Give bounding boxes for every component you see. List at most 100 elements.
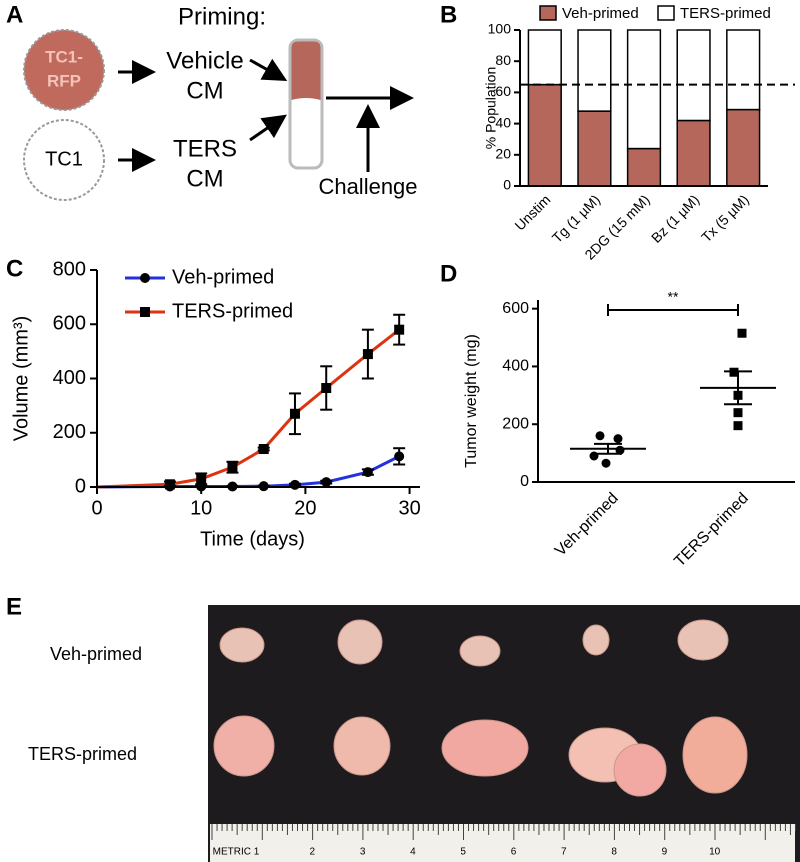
y-tick-label: 400 [502, 358, 529, 375]
ruler-label: 6 [511, 847, 517, 858]
marker [362, 349, 373, 360]
ruler-label: METRIC 1 [213, 847, 260, 858]
y-tick-label: 0 [503, 177, 511, 193]
series-line [96, 328, 401, 489]
y-tick-label: 200 [53, 421, 86, 443]
y-tick-label: 60 [495, 83, 511, 99]
y-tick-label: 200 [502, 415, 529, 432]
y-tick-label: 40 [495, 114, 511, 130]
marker [394, 451, 405, 462]
diagram-title: Priming: [178, 3, 266, 30]
marker [164, 479, 175, 490]
media-label: Vehicle [166, 47, 243, 74]
y-axis-label: Volume (mm³) [10, 316, 32, 442]
bar [676, 119, 711, 187]
media-label: TERS [173, 135, 237, 162]
cell [23, 119, 105, 201]
bar [527, 29, 562, 86]
bar [626, 29, 662, 150]
legend-label: Veh-primed [562, 5, 639, 22]
cell-label: TC1 [45, 148, 83, 170]
y-tick-label: 600 [53, 313, 86, 335]
x-tick-label: Bz (1 µM) [648, 191, 702, 245]
marker [227, 462, 238, 473]
marker [196, 473, 207, 484]
marker [258, 444, 269, 455]
challenge-label: Challenge [318, 174, 417, 199]
cell-label: RFP [47, 71, 81, 90]
cell [23, 29, 105, 111]
data-point [601, 458, 611, 468]
ruler-label: 7 [561, 847, 567, 858]
y-tick-label: 400 [53, 367, 86, 389]
ruler-label: 5 [460, 847, 466, 858]
y-tick-label: 100 [488, 21, 512, 37]
x-tick-label: Tx (5 µM) [698, 191, 752, 245]
series-line [96, 455, 400, 489]
x-tick-label: Unstim [511, 191, 553, 233]
legend-swatch [657, 5, 675, 21]
x-tick-label: TERS-primed [671, 490, 752, 571]
ruler-label: 2 [310, 847, 316, 858]
bar [626, 147, 662, 187]
panel-label: B [440, 1, 457, 28]
data-point [613, 434, 623, 444]
x-axis-label: Time (days) [200, 528, 305, 550]
marker [289, 408, 300, 419]
y-axis-label: Tumor weight (mg) [463, 334, 480, 468]
panel-label: C [6, 255, 23, 282]
cell-label: TC1- [45, 47, 83, 66]
data-point [733, 421, 743, 431]
bar [726, 108, 761, 187]
bar [577, 29, 612, 112]
ruler-label: 10 [709, 847, 721, 858]
y-tick-label: 0 [75, 475, 86, 497]
legend-marker [140, 273, 150, 283]
y-axis-label: % Population [483, 67, 499, 150]
arrow [249, 114, 287, 142]
row-label: Veh-primed [50, 644, 142, 664]
y-tick-label: 80 [495, 52, 511, 68]
marker [289, 479, 300, 490]
marker [321, 477, 332, 488]
x-tick-label: 0 [91, 497, 102, 519]
diagram: A Priming: TC1- RFP TC1 Vehicle CM TERS … [6, 1, 418, 201]
bar [527, 83, 562, 187]
ruler-label: 4 [410, 847, 416, 858]
data-point [733, 408, 743, 418]
media-label: CM [186, 77, 223, 104]
data-point [737, 328, 747, 338]
x-tick-label: 20 [294, 497, 316, 519]
legend-label: TERS-primed [680, 5, 771, 22]
x-tick-label: Veh-primed [552, 490, 622, 560]
panel-label: A [6, 1, 23, 28]
legend-label: Veh-primed [172, 266, 274, 288]
panel-label: E [6, 593, 22, 620]
marker [362, 467, 373, 478]
panel-label: D [440, 260, 457, 287]
tube-fill [291, 41, 321, 100]
tumors [213, 619, 748, 797]
data-point [595, 431, 605, 441]
marker [321, 382, 332, 393]
ruler-label: 8 [611, 847, 617, 858]
bar [676, 29, 711, 122]
ruler-label: 9 [662, 847, 668, 858]
ruler-ticks: METRIC 1 2 3 4 5 6 7 8 9 10 [211, 824, 796, 858]
significance-label: ** [668, 289, 679, 305]
ruler-label: 3 [360, 847, 366, 858]
legend-marker [140, 307, 150, 317]
marker [394, 324, 405, 335]
x-tick-label: 30 [398, 497, 420, 519]
legend-swatch [539, 5, 557, 21]
bar [577, 110, 612, 187]
bar [726, 29, 761, 111]
x-tick-label: 10 [190, 497, 212, 519]
y-tick-label: 20 [495, 146, 511, 162]
arrow [249, 58, 288, 81]
y-tick-label: 600 [502, 300, 529, 317]
photo-panel: E Veh-primed TERS-primed METRIC 1 2 3 4 5 6 7 8… [6, 593, 800, 862]
media-label: CM [186, 165, 223, 192]
